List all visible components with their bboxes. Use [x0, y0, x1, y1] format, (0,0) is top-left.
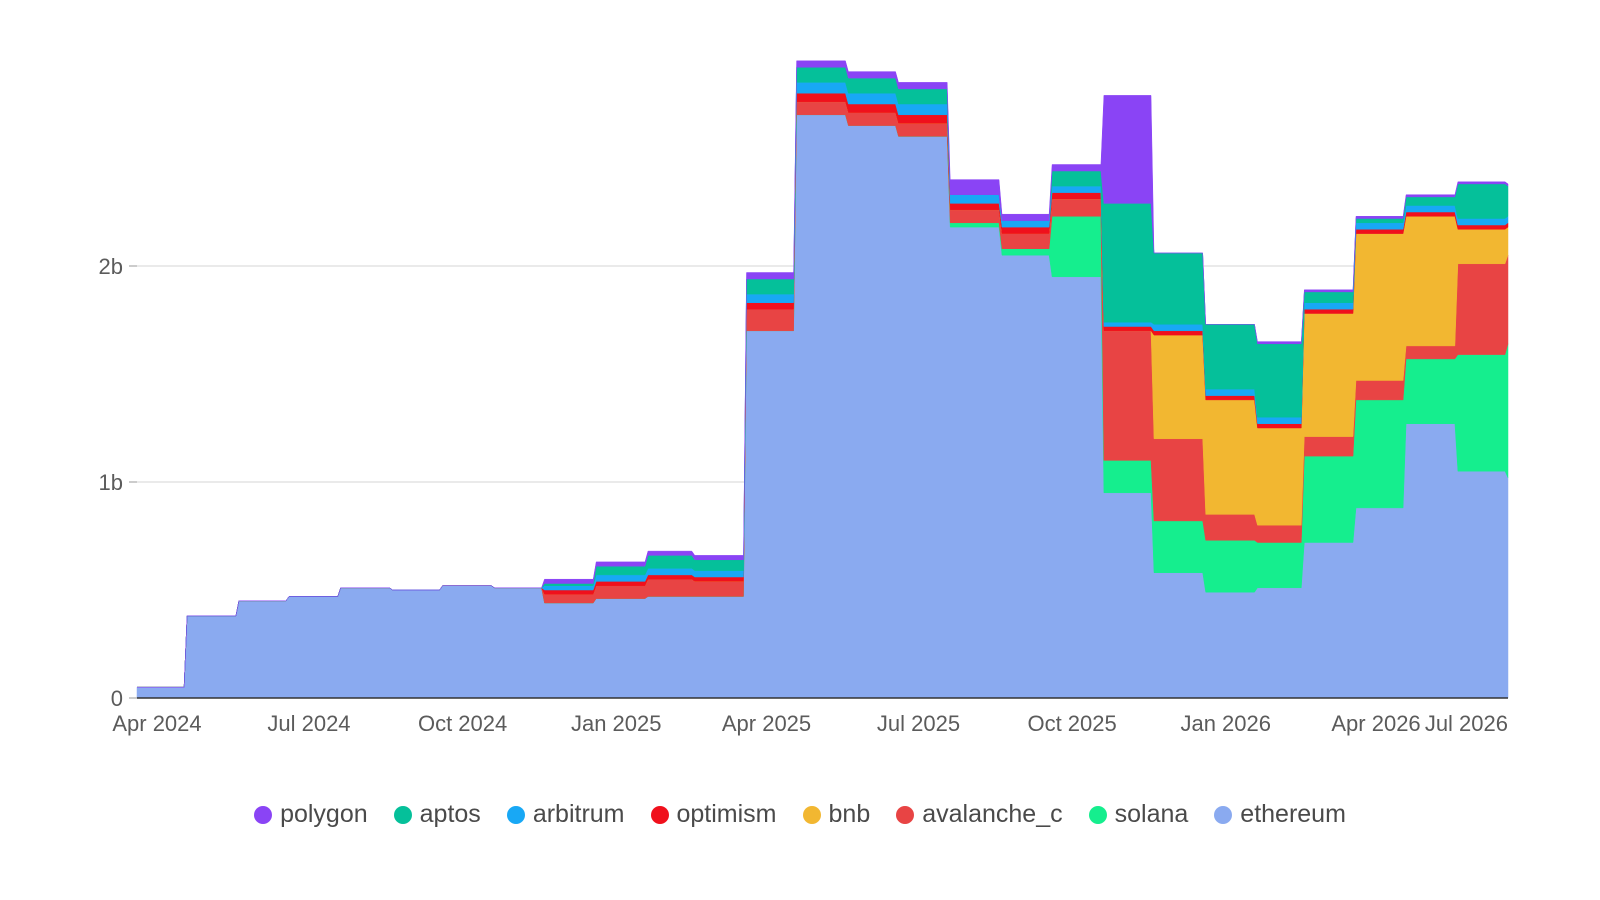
legend-label: optimism — [676, 800, 777, 828]
x-tick-label: Apr 2026 — [1331, 711, 1420, 736]
stacked-area-chart: 0 1b 2b Apr 2024 Jul 2024 Oct 2024 Jan 2025 Apr… — [99, 60, 1509, 736]
legend-label: polygon — [280, 800, 368, 828]
legend-swatch — [254, 805, 273, 824]
legend-item-aptos[interactable]: aptos — [393, 800, 481, 829]
legend-swatch — [802, 805, 821, 824]
legend-item-avalanche_c[interactable]: avalanche_c — [896, 800, 1063, 829]
x-tick-label: Jan 2025 — [571, 711, 662, 736]
axes: 0 1b 2b Apr 2024 Jul 2024 Oct 2024 Jan 2025 Apr… — [99, 254, 1508, 736]
x-tick-label: Jul 2024 — [267, 711, 350, 736]
legend-item-solana[interactable]: solana — [1088, 800, 1189, 829]
area-series-group — [136, 60, 1509, 699]
x-tick-label: Jul 2025 — [877, 711, 960, 736]
x-tick-label: Jan 2026 — [1180, 711, 1271, 736]
x-tick-label: Oct 2025 — [1027, 711, 1116, 736]
x-tick-label: Apr 2024 — [112, 711, 201, 736]
legend-label: ethereum — [1240, 800, 1346, 828]
legend-swatch — [1214, 805, 1233, 824]
legend: polygon aptos arbitrum optimism bnb avalanche… — [0, 800, 1600, 829]
legend-swatch — [650, 805, 669, 824]
legend-item-arbitrum[interactable]: arbitrum — [506, 800, 625, 829]
area-polygon — [137, 60, 1509, 688]
y-tick-label: 2b — [99, 254, 123, 279]
legend-swatch — [1088, 805, 1107, 824]
legend-label: solana — [1114, 800, 1189, 828]
legend-label: avalanche_c — [922, 800, 1063, 828]
legend-item-optimism[interactable]: optimism — [650, 800, 777, 829]
y-tick-label: 0 — [111, 686, 123, 711]
x-tick-label: Jul 2026 — [1425, 711, 1508, 736]
legend-swatch — [506, 805, 525, 824]
legend-item-polygon[interactable]: polygon — [254, 800, 368, 829]
legend-label: arbitrum — [532, 800, 625, 828]
x-tick-label: Apr 2025 — [722, 711, 811, 736]
legend-item-ethereum[interactable]: ethereum — [1214, 800, 1346, 829]
y-tick-label: 1b — [99, 470, 123, 495]
legend-label: aptos — [419, 800, 481, 828]
legend-swatch — [393, 805, 412, 824]
legend-item-bnb[interactable]: bnb — [802, 800, 871, 829]
legend-label: bnb — [828, 800, 871, 828]
x-tick-label: Oct 2024 — [418, 711, 507, 736]
legend-swatch — [896, 805, 915, 824]
